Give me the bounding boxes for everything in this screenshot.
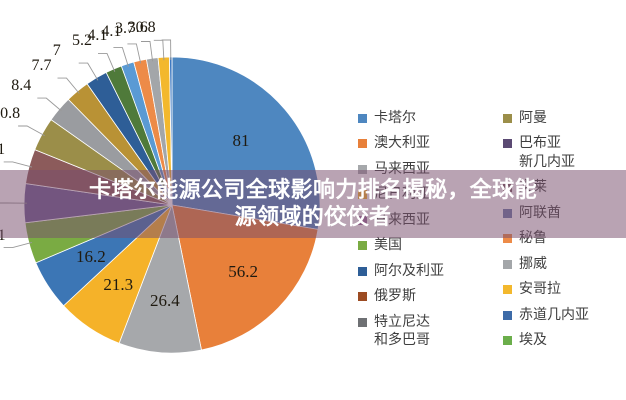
pie-slice-label: 21.3 [103,274,134,294]
pie-slice-label: 3.7 [114,20,135,38]
legend-item-label: 巴布亚 新几内亚 [519,134,575,169]
pie-slice-label: 4.1 [87,26,108,44]
legend-color-swatch [503,259,512,269]
pie-slice-label: 4.1 [101,22,122,40]
pie-slice-label: 81 [232,130,250,150]
legend-item-label: 俄罗斯 [374,287,416,304]
pie-slice-label: 0.8 [135,19,156,36]
legend-color-swatch [358,139,367,149]
legend-color-swatch [358,317,367,327]
legend-item-label: 澳大利亚 [374,134,430,151]
leader-line [127,43,142,64]
legend-color-swatch [358,266,367,276]
leader-line [3,161,33,168]
legend-item[interactable]: 卡塔尔 [358,108,498,126]
legend-color-swatch [358,164,367,174]
legend-item[interactable]: 俄罗斯 [358,286,498,304]
legend-item[interactable]: 阿尔及利亚 [358,261,498,279]
leader-line [141,41,154,62]
pie-slice-label: 5.2 [71,32,92,50]
legend-item-label: 美国 [374,236,402,253]
pie-slice-label: 16.2 [76,247,106,267]
legend-item[interactable]: 巴布亚 新几内亚 [503,133,626,170]
legend-item[interactable]: 埃及 [503,330,626,348]
leader-line [3,241,33,249]
pie-slice-label: 7.7 [31,57,52,75]
leader-line [37,97,62,112]
legend-item-label: 埃及 [519,331,547,348]
legend-item-label: 特立尼达 和多巴哥 [374,312,430,348]
pie-slice-label: 10.8 [0,105,21,123]
legend-item[interactable]: 挪威 [503,254,626,272]
legend-item[interactable]: 澳大利亚 [358,133,498,151]
legend-item-label: 阿尔及利亚 [374,261,444,278]
legend-color-swatch [503,336,512,346]
pie-slice-label: 3.6 [127,19,148,37]
legend-color-swatch [503,114,512,123]
leader-line [113,47,129,67]
legend-item[interactable]: 美国 [358,235,498,253]
pie-slice-label: 11.1 [0,140,6,158]
pie-slice[interactable] [171,204,319,351]
pie-slice-label: 8.4 [11,77,32,95]
legend-item-label: 挪威 [519,254,547,271]
chart-legend: 卡塔尔澳大利亚马来西亚尼日利亚马来西亚美国阿尔及利亚俄罗斯特立尼达和多巴哥 阿曼… [358,108,626,383]
leader-line [57,77,80,94]
overlay-title-text: 卡塔尔能源公司全球影响力排名揭秘，全球能源领域的佼佼者 [88,177,537,229]
leader-line [161,39,172,61]
leader-line [78,62,99,81]
pie-slice[interactable] [118,203,202,354]
leader-line [98,52,116,72]
leader-line [18,125,45,136]
legend-color-swatch [503,234,512,244]
legend-color-swatch [503,285,512,295]
legend-color-swatch [358,241,367,251]
legend-item-label: 赤道几内亚 [519,305,589,322]
pie-slice-label: 56.2 [228,261,258,281]
legend-item[interactable]: 安哥拉 [503,279,626,297]
legend-item-label: 卡塔尔 [374,109,416,125]
legend-color-swatch [503,310,512,320]
legend-item-label: 阿曼 [519,109,547,125]
overlay-title-band: 卡塔尔能源公司全球影响力排名揭秘，全球能源领域的佼佼者 [0,170,626,238]
legend-item-label: 安哥拉 [519,280,561,297]
pie-slice-label: 7 [52,42,61,60]
legend-item[interactable]: 特立尼达 和多巴哥 [358,312,498,349]
legend-item[interactable]: 阿曼 [503,108,626,126]
legend-color-swatch [358,292,367,302]
legend-color-swatch [358,114,367,123]
legend-color-swatch [503,139,512,149]
legend-item[interactable]: 赤道几内亚 [503,305,626,323]
pie-slice-label: 26.4 [149,291,180,311]
